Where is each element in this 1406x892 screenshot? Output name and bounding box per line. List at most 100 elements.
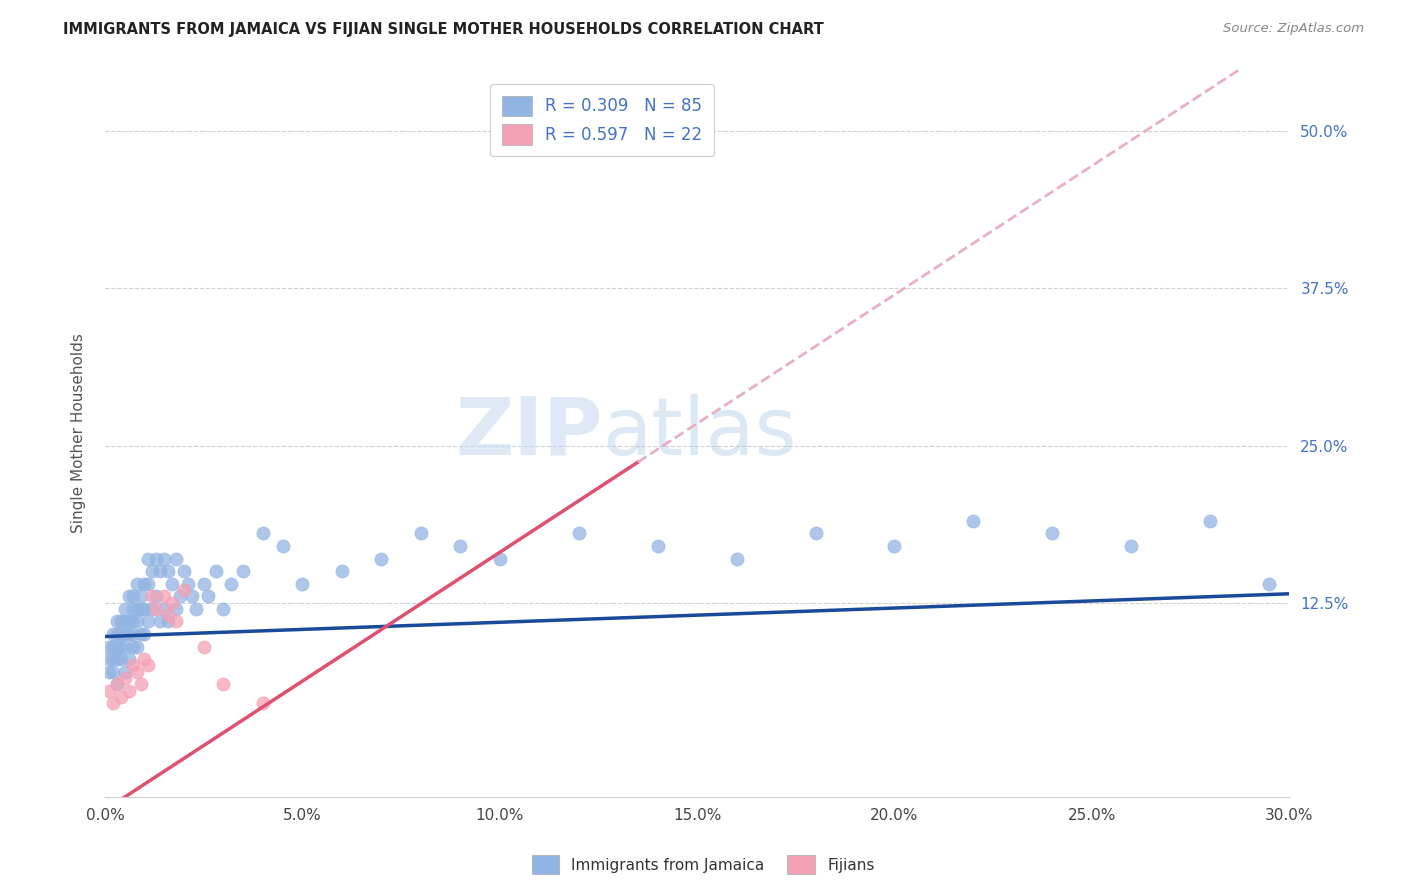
Point bbox=[725, 551, 748, 566]
Point bbox=[105, 677, 128, 691]
Point bbox=[177, 576, 200, 591]
Point bbox=[145, 551, 167, 566]
Point bbox=[110, 652, 132, 666]
Point bbox=[121, 627, 143, 641]
Point bbox=[121, 590, 143, 604]
Point bbox=[138, 658, 160, 673]
Point bbox=[212, 677, 235, 691]
Point bbox=[121, 658, 143, 673]
Point bbox=[114, 627, 136, 641]
Point bbox=[134, 602, 156, 616]
Point bbox=[121, 602, 143, 616]
Point bbox=[114, 671, 136, 685]
Point bbox=[291, 576, 314, 591]
Point bbox=[180, 590, 202, 604]
Point bbox=[125, 602, 148, 616]
Point bbox=[157, 615, 180, 629]
Point bbox=[647, 539, 669, 553]
Point bbox=[125, 665, 148, 679]
Point bbox=[193, 640, 215, 654]
Point bbox=[110, 640, 132, 654]
Point bbox=[145, 590, 167, 604]
Point bbox=[271, 539, 294, 553]
Point bbox=[134, 652, 156, 666]
Point bbox=[409, 526, 432, 541]
Point bbox=[232, 564, 254, 578]
Text: ZIP: ZIP bbox=[456, 394, 602, 472]
Point bbox=[212, 602, 235, 616]
Point bbox=[118, 683, 141, 698]
Point bbox=[129, 590, 152, 604]
Point bbox=[101, 627, 124, 641]
Point bbox=[125, 615, 148, 629]
Point bbox=[105, 677, 128, 691]
Point bbox=[105, 627, 128, 641]
Point bbox=[118, 615, 141, 629]
Point bbox=[114, 602, 136, 616]
Point bbox=[153, 590, 176, 604]
Point bbox=[125, 576, 148, 591]
Point bbox=[121, 640, 143, 654]
Point bbox=[173, 564, 195, 578]
Point bbox=[568, 526, 591, 541]
Point bbox=[114, 665, 136, 679]
Point bbox=[97, 683, 120, 698]
Point bbox=[138, 551, 160, 566]
Point bbox=[118, 652, 141, 666]
Point bbox=[110, 627, 132, 641]
Text: atlas: atlas bbox=[602, 394, 797, 472]
Point bbox=[197, 590, 219, 604]
Y-axis label: Single Mother Households: Single Mother Households bbox=[72, 333, 86, 533]
Point bbox=[153, 551, 176, 566]
Point bbox=[105, 615, 128, 629]
Point bbox=[101, 652, 124, 666]
Point bbox=[1199, 514, 1222, 528]
Point bbox=[165, 615, 187, 629]
Point bbox=[449, 539, 471, 553]
Point bbox=[169, 590, 191, 604]
Legend: Immigrants from Jamaica, Fijians: Immigrants from Jamaica, Fijians bbox=[526, 849, 880, 880]
Point bbox=[121, 615, 143, 629]
Point bbox=[157, 564, 180, 578]
Point bbox=[105, 640, 128, 654]
Point bbox=[129, 602, 152, 616]
Point bbox=[118, 627, 141, 641]
Point bbox=[173, 582, 195, 597]
Point bbox=[141, 590, 163, 604]
Point bbox=[252, 696, 274, 710]
Point bbox=[883, 539, 905, 553]
Point bbox=[101, 696, 124, 710]
Point bbox=[129, 677, 152, 691]
Point bbox=[101, 665, 124, 679]
Point bbox=[141, 564, 163, 578]
Point bbox=[252, 526, 274, 541]
Point bbox=[804, 526, 827, 541]
Point bbox=[141, 602, 163, 616]
Point bbox=[221, 576, 243, 591]
Point bbox=[153, 602, 176, 616]
Point bbox=[110, 690, 132, 704]
Point bbox=[330, 564, 353, 578]
Point bbox=[134, 627, 156, 641]
Text: Source: ZipAtlas.com: Source: ZipAtlas.com bbox=[1223, 22, 1364, 36]
Point bbox=[134, 576, 156, 591]
Point bbox=[118, 590, 141, 604]
Point bbox=[149, 615, 172, 629]
Point bbox=[160, 596, 183, 610]
Point bbox=[114, 615, 136, 629]
Point bbox=[370, 551, 392, 566]
Point bbox=[97, 652, 120, 666]
Point bbox=[101, 640, 124, 654]
Point bbox=[105, 652, 128, 666]
Point bbox=[138, 615, 160, 629]
Point bbox=[138, 576, 160, 591]
Point bbox=[165, 602, 187, 616]
Point bbox=[149, 564, 172, 578]
Point bbox=[193, 576, 215, 591]
Point bbox=[160, 576, 183, 591]
Point bbox=[962, 514, 984, 528]
Point bbox=[184, 602, 207, 616]
Legend: R = 0.309   N = 85, R = 0.597   N = 22: R = 0.309 N = 85, R = 0.597 N = 22 bbox=[491, 84, 714, 156]
Point bbox=[125, 640, 148, 654]
Point bbox=[157, 608, 180, 623]
